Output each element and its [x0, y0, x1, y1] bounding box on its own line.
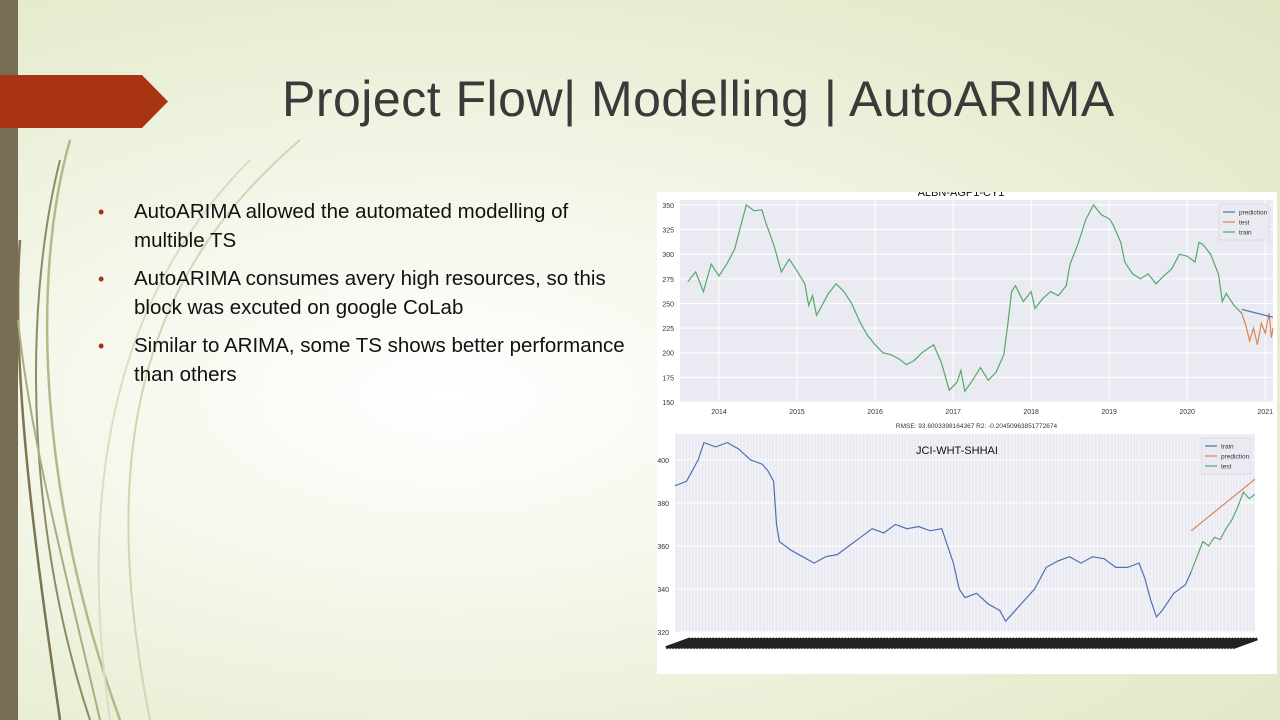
y-tick-label: 325 [662, 228, 674, 235]
bullet-list: • AutoARIMA allowed the automated modelli… [98, 198, 643, 399]
legend-label: test [1221, 464, 1232, 471]
y-tick-label: 200 [662, 351, 674, 358]
y-tick-label: 360 [657, 544, 669, 551]
bullet-item: • AutoARIMA allowed the automated modelli… [98, 198, 643, 255]
chart-svg: 150 175 200 225 250 275 300 325 350 2014 2015 2016 2… [662, 187, 1274, 430]
bullet-text: AutoARIMA consumes avery high resources,… [134, 267, 606, 319]
x-tick-label: 2020 [1179, 409, 1195, 416]
left-accent-bar [0, 0, 18, 720]
bullet-item: • Similar to ARIMA, some TS shows better … [98, 332, 643, 389]
x-tick-label: 2017 [945, 409, 961, 416]
chart-title: JCI-WHT-SHHAI [916, 445, 998, 457]
y-tick-label: 340 [657, 587, 669, 594]
series-line-test [1241, 313, 1274, 345]
x-tick-label [1232, 637, 1258, 650]
plot-area [680, 200, 1273, 402]
bullet-marker-icon: • [98, 336, 105, 356]
legend-label: prediction [1221, 454, 1250, 461]
bullet-text: AutoARIMA allowed the automated modellin… [134, 200, 569, 252]
y-tick-label: 380 [657, 501, 669, 508]
y-tick-label: 275 [662, 277, 674, 284]
x-tick-label: 2019 [1101, 409, 1117, 416]
x-tick-label: 2015 [789, 409, 805, 416]
series-line-prediction [1241, 308, 1274, 318]
legend-label: train [1239, 230, 1252, 237]
bullet-item: • AutoARIMA consumes avery high resources… [98, 265, 643, 322]
title-arrow-banner [0, 75, 168, 128]
y-tick-label: 350 [662, 203, 674, 210]
x-tick-label: 2016 [867, 409, 883, 416]
y-tick-label: 300 [662, 252, 674, 259]
bullet-marker-icon: • [98, 269, 105, 289]
bullet-text: Similar to ARIMA, some TS shows better p… [134, 334, 625, 386]
y-tick-label: 175 [662, 375, 674, 382]
y-tick-label: 400 [657, 458, 669, 465]
y-tick-label: 150 [662, 400, 674, 407]
chart-jci-wht-shhai: 320 340 360 380 400 train prediction test JCI-WH… [657, 432, 1277, 674]
y-tick-label: 225 [662, 326, 674, 333]
legend-label: test [1239, 220, 1250, 227]
series-line-prediction [1190, 478, 1256, 532]
x-tick-label: 2018 [1023, 409, 1039, 416]
bullet-marker-icon: • [98, 202, 105, 222]
legend-label: train [1221, 444, 1234, 451]
x-tick-label: 2014 [711, 409, 727, 416]
chart-svg: 320 340 360 380 400 train prediction test JCI-WH… [657, 434, 1258, 650]
y-tick-label: 250 [662, 301, 674, 308]
chart-albn-agp1-cy1: 150 175 200 225 250 275 300 325 350 2014 2015 2016 2… [657, 187, 1277, 432]
chart-title: ALBN-AGP1-CY1 [918, 192, 1005, 199]
series-line-train [674, 441, 1192, 623]
chart-footer: RMSE: 93.6003398164367 R2: -0.2045096385… [896, 423, 1058, 430]
legend-label: prediction [1239, 210, 1268, 217]
decorative-curves [16, 139, 301, 720]
series-line-train [687, 203, 1243, 393]
page-title: Project Flow| Modelling | AutoARIMA [282, 71, 1115, 127]
x-tick-label: 2021 [1257, 409, 1273, 416]
series-line-test [1190, 490, 1256, 572]
y-tick-label: 320 [657, 630, 669, 637]
